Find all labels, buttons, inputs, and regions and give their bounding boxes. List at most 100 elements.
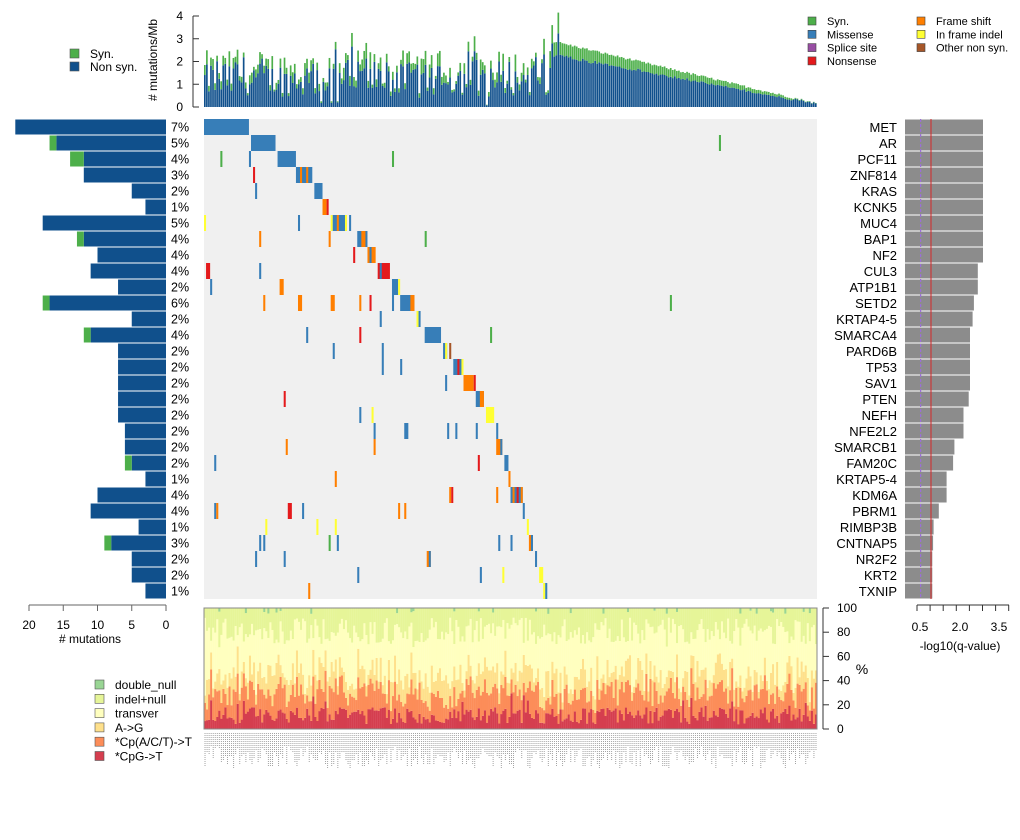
spectrum-seg-cpg_t bbox=[351, 712, 354, 729]
spectrum-seg-a_to_g bbox=[761, 681, 765, 689]
spectrum-seg-a_to_g bbox=[745, 678, 748, 696]
oncoprint-cell-missense bbox=[428, 551, 431, 567]
rate-bar-nonsyn bbox=[253, 70, 255, 107]
rate-bar-nonsyn bbox=[624, 68, 627, 107]
spectrum-seg-cp_act_t bbox=[314, 703, 317, 717]
spectrum-seg-indel_null bbox=[347, 608, 350, 633]
spectrum-seg-cp_act_t bbox=[306, 695, 309, 709]
rate-bar-nonsyn bbox=[790, 100, 793, 107]
oncoprint-cell-nonsense bbox=[516, 487, 519, 503]
spectrum-seg-cp_act_t bbox=[563, 688, 566, 720]
spectrum-seg-transver bbox=[287, 640, 290, 685]
rate-bar-nonsyn bbox=[743, 89, 746, 107]
rate-bar-syn bbox=[804, 101, 807, 103]
spectrum-seg-a_to_g bbox=[459, 664, 462, 694]
spectrum-seg-cpg_t bbox=[633, 717, 636, 729]
spectrum-seg-cp_act_t bbox=[541, 708, 544, 723]
rate-bar-nonsyn bbox=[400, 64, 402, 107]
spectrum-seg-transver bbox=[449, 617, 452, 689]
oncoprint-cell-frame-shift bbox=[259, 231, 262, 247]
oncoprint-cell-missense bbox=[475, 423, 478, 439]
spectrum-seg-transver bbox=[398, 627, 401, 670]
spectrum-seg-a_to_g bbox=[720, 663, 724, 681]
oncoprint-cell-in-frame-indel bbox=[344, 215, 348, 231]
spectrum-seg-transver bbox=[347, 632, 350, 690]
spectrum-seg-cpg_t bbox=[571, 721, 574, 729]
rate-bar-syn bbox=[434, 75, 437, 79]
rate-bar-syn bbox=[745, 87, 748, 92]
rate-bar-nonsyn bbox=[367, 87, 370, 107]
spectrum-seg-cpg_t bbox=[324, 701, 327, 729]
spectrum-seg-a_to_g bbox=[653, 665, 656, 683]
spectrum-seg-cp_act_t bbox=[342, 692, 346, 709]
spectrum-seg-cpg_t bbox=[539, 722, 542, 729]
spectrum-seg-cp_act_t bbox=[412, 694, 415, 718]
spectrum-seg-indel_null bbox=[678, 608, 681, 627]
count-bar-syn bbox=[76, 231, 84, 247]
spectrum-seg-indel_null bbox=[400, 608, 403, 633]
spectrum-seg-transver bbox=[406, 639, 409, 674]
spectrum-seg-cpg_t bbox=[273, 720, 276, 729]
spectrum-seg-indel_null bbox=[371, 608, 374, 634]
spectrum-seg-indel_null bbox=[246, 608, 250, 638]
spectrum-seg-cp_act_t bbox=[549, 704, 552, 715]
spectrum-seg-transver bbox=[626, 641, 630, 659]
rate-bar-nonsyn bbox=[516, 82, 519, 107]
spectrum-seg-cpg_t bbox=[248, 708, 252, 729]
spectrum-seg-indel_null bbox=[725, 608, 728, 639]
spectrum-seg-a_to_g bbox=[279, 665, 282, 677]
spectrum-seg-cpg_t bbox=[443, 722, 446, 729]
spectrum-seg-a_to_g bbox=[714, 662, 718, 689]
spectrum-seg-indel_null bbox=[332, 608, 335, 633]
rate-bar-nonsyn bbox=[240, 82, 243, 107]
rate-bar-nonsyn bbox=[334, 49, 337, 107]
rate-bar-nonsyn bbox=[727, 87, 729, 107]
spectrum-seg-indel_null bbox=[553, 608, 556, 633]
rate-bar-syn bbox=[490, 60, 492, 69]
rate-bar-nonsyn bbox=[796, 99, 799, 107]
count-tick-label: 15 bbox=[57, 618, 71, 632]
rate-bar-nonsyn bbox=[246, 95, 249, 107]
spectrum-seg-indel_null bbox=[731, 608, 734, 644]
spectrum-seg-cpg_t bbox=[220, 718, 223, 729]
count-tick-label: 5 bbox=[128, 618, 135, 632]
spectrum-seg-cpg_t bbox=[723, 709, 726, 729]
rate-bar-syn bbox=[436, 53, 439, 67]
spectrum-seg-cpg_t bbox=[314, 716, 317, 729]
oncoprint-cell-frame-shift bbox=[508, 471, 511, 487]
spectrum-seg-cp_act_t bbox=[426, 706, 429, 720]
spectrum-seg-cp_act_t bbox=[267, 689, 270, 713]
spectrum-seg-indel_null bbox=[206, 608, 209, 631]
spectrum-seg-indel_null bbox=[500, 608, 503, 628]
rate-bar-nonsyn bbox=[373, 61, 376, 107]
spectrum-seg-cpg_t bbox=[259, 709, 262, 729]
spectrum-seg-cpg_t bbox=[383, 707, 387, 729]
spectrum-seg-cpg_t bbox=[353, 711, 356, 729]
spectrum-seg-cpg_t bbox=[463, 714, 466, 729]
rate-bar-syn bbox=[336, 101, 339, 103]
spectrum-seg-cp_act_t bbox=[216, 691, 219, 717]
spectrum-seg-indel_null bbox=[633, 608, 636, 623]
rate-bar-nonsyn bbox=[614, 66, 617, 107]
oncoprint-cell-missense bbox=[510, 535, 513, 551]
rate-bar-nonsyn bbox=[749, 91, 752, 107]
spectrum-seg-transver bbox=[786, 631, 789, 663]
oncoprint-cell-frame-shift bbox=[520, 487, 523, 503]
spectrum-seg-cp_act_t bbox=[263, 694, 266, 715]
spectrum-seg-indel_null bbox=[543, 608, 546, 625]
spectrum-seg-a_to_g bbox=[522, 654, 525, 683]
spectrum-seg-transver bbox=[665, 646, 668, 678]
rate-bar-nonsyn bbox=[306, 68, 308, 107]
spectrum-seg-transver bbox=[496, 626, 499, 664]
rate-bar-nonsyn bbox=[302, 94, 304, 107]
spectrum-seg-transver bbox=[349, 638, 352, 686]
count-bar-nonsyn bbox=[131, 183, 166, 199]
spectrum-seg-cpg_t bbox=[733, 721, 736, 729]
spectrum-seg-a_to_g bbox=[727, 686, 730, 704]
spectrum-seg-cp_act_t bbox=[451, 707, 454, 718]
rate-bar-syn bbox=[210, 57, 212, 66]
rate-bar-syn bbox=[418, 93, 421, 98]
spectrum-seg-transver bbox=[720, 621, 724, 664]
rate-bar-syn bbox=[612, 55, 615, 66]
qvalue-bar bbox=[905, 391, 969, 407]
